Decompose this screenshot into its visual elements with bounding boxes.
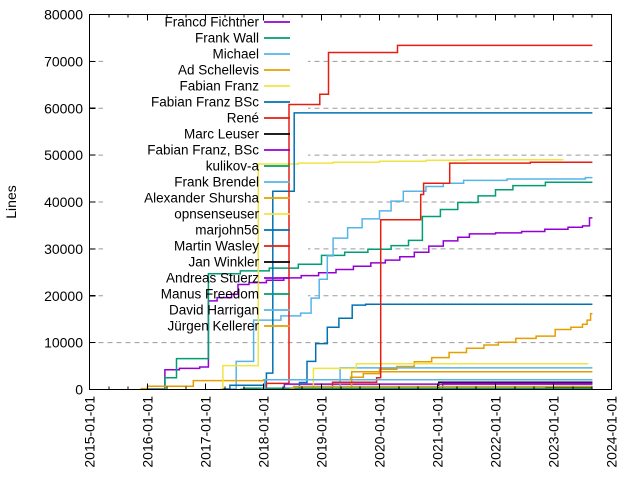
axis-labels-layer: 0 10000 20000 30000 40000 50000 60000 70000 8000… (44, 7, 619, 468)
legend-label: marjohn56 (195, 223, 259, 238)
legend-item-marc-leuser: Marc Leuser (184, 127, 290, 142)
legend-label: Marc Leuser (184, 127, 260, 142)
legend-item-manus-freedom: Manus Freedom (161, 287, 290, 302)
y-tick-label: 30000 (44, 241, 83, 257)
series-ren (257, 44, 593, 390)
legend-item-ad-schellevis: Ad Schellevis (178, 63, 290, 78)
x-tick-label: 2022-01-01 (488, 396, 504, 468)
legend-item-marjohn56: marjohn56 (195, 223, 290, 238)
legend-item-fabian-franz-bsc: Fabian Franz, BSc (147, 143, 290, 158)
y-tick-label: 80000 (44, 7, 83, 23)
series-martin-wasley (330, 161, 593, 389)
x-tick-label: 2017-01-01 (198, 396, 214, 468)
legend-label: Fabian Franz BSc (151, 95, 259, 110)
legend-item-frank-brendel: Frank Brendel (174, 175, 290, 190)
grid-layer (89, 60, 612, 344)
legend-item-andreas-stuerz: Andreas Stuerz (166, 271, 290, 286)
series-frank-wall (140, 181, 593, 390)
y-tick-label: 0 (75, 382, 83, 398)
legend-item-opnsenseuser: opnsenseuser (174, 207, 290, 222)
x-tick-label: 2021-01-01 (430, 396, 446, 468)
legend-label: Ad Schellevis (178, 63, 259, 78)
legend-label: Martin Wasley (174, 239, 259, 254)
legend-item-michael: Michael (212, 47, 290, 62)
legend-background (103, 15, 308, 335)
y-tick-label: 50000 (44, 147, 83, 163)
x-tick-label: 2018-01-01 (256, 396, 272, 468)
series-michael (228, 176, 593, 390)
legend-label: Frank Brendel (174, 175, 259, 190)
y-tick-label: 60000 (44, 100, 83, 116)
series-fabian-franz-bsc (222, 112, 593, 390)
legend-item-fabian-franz: Fabian Franz (179, 79, 290, 94)
legend-label: Jan Winkler (188, 255, 259, 270)
legend-background-layer (103, 15, 308, 335)
legend-item-jan-winkler: Jan Winkler (188, 255, 290, 270)
x-tick-label: 2019-01-01 (314, 396, 330, 468)
y-axis-title: Lines (3, 185, 19, 218)
legend-item-ren: René (227, 111, 290, 126)
y-tick-label: 40000 (44, 194, 83, 210)
legend-label: Manus Freedom (161, 287, 259, 302)
legend-label: Franco Fichtner (164, 15, 259, 30)
x-tick-label: 2020-01-01 (372, 396, 388, 468)
legend-item-kulikov-a: kulikov-a (206, 159, 290, 174)
legend-item-david-harrigan: David Harrigan (169, 303, 290, 318)
x-tick-label: 2024-01-01 (604, 396, 620, 468)
legend-label: Michael (212, 47, 259, 62)
legend-label: Alexander Shursha (144, 191, 259, 206)
legend-label: Fabian Franz, BSc (147, 143, 259, 158)
x-tick-label: 2023-01-01 (546, 396, 562, 468)
series-marjohn56 (295, 303, 593, 390)
legend-label: Andreas Stuerz (166, 271, 259, 286)
legend-label: Jürgen Kellerer (167, 319, 259, 334)
series-fabian-franz (220, 159, 564, 390)
legend-item-fabian-franz-bsc: Fabian Franz BSc (151, 95, 290, 110)
legend-item-alexander-shursha: Alexander Shursha (144, 191, 290, 206)
y-tick-label: 70000 (44, 53, 83, 69)
y-tick-label: 10000 (44, 335, 83, 351)
legend-label: Frank Wall (195, 31, 259, 46)
axes-frame-layer (88, 13, 613, 391)
legend-item-franco-fichtner: Franco Fichtner (164, 15, 290, 30)
x-tick-label: 2015-01-01 (82, 396, 98, 468)
legend-item-martin-wasley: Martin Wasley (174, 239, 290, 254)
y-tick-label: 20000 (44, 288, 83, 304)
legend-label: Fabian Franz (179, 79, 259, 94)
legend-item-frank-wall: Frank Wall (195, 31, 290, 46)
series-franco-fichtner (140, 217, 593, 390)
legend-label: René (227, 111, 259, 126)
x-tick-label: 2016-01-01 (140, 396, 156, 468)
legend-item-j-rgen-kellerer: Jürgen Kellerer (167, 319, 290, 334)
legend-label: David Harrigan (169, 303, 259, 318)
legend-label: opnsenseuser (174, 207, 259, 222)
legend-label: kulikov-a (206, 159, 260, 174)
